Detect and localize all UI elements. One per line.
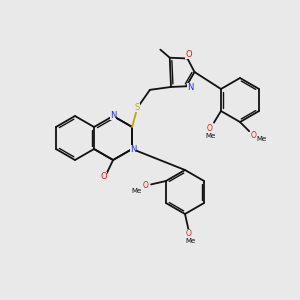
Text: Me: Me — [131, 188, 141, 194]
Text: Me: Me — [206, 133, 216, 139]
Text: N: N — [130, 145, 136, 154]
Text: O: O — [207, 124, 213, 133]
Text: O: O — [100, 172, 107, 181]
Text: O: O — [250, 131, 256, 140]
Text: Me: Me — [185, 238, 195, 244]
Text: Me: Me — [256, 136, 266, 142]
Text: N: N — [187, 83, 194, 92]
Text: O: O — [185, 229, 191, 238]
Text: O: O — [185, 50, 192, 59]
Text: O: O — [142, 181, 148, 190]
Text: S: S — [135, 103, 140, 112]
Text: N: N — [110, 110, 116, 119]
